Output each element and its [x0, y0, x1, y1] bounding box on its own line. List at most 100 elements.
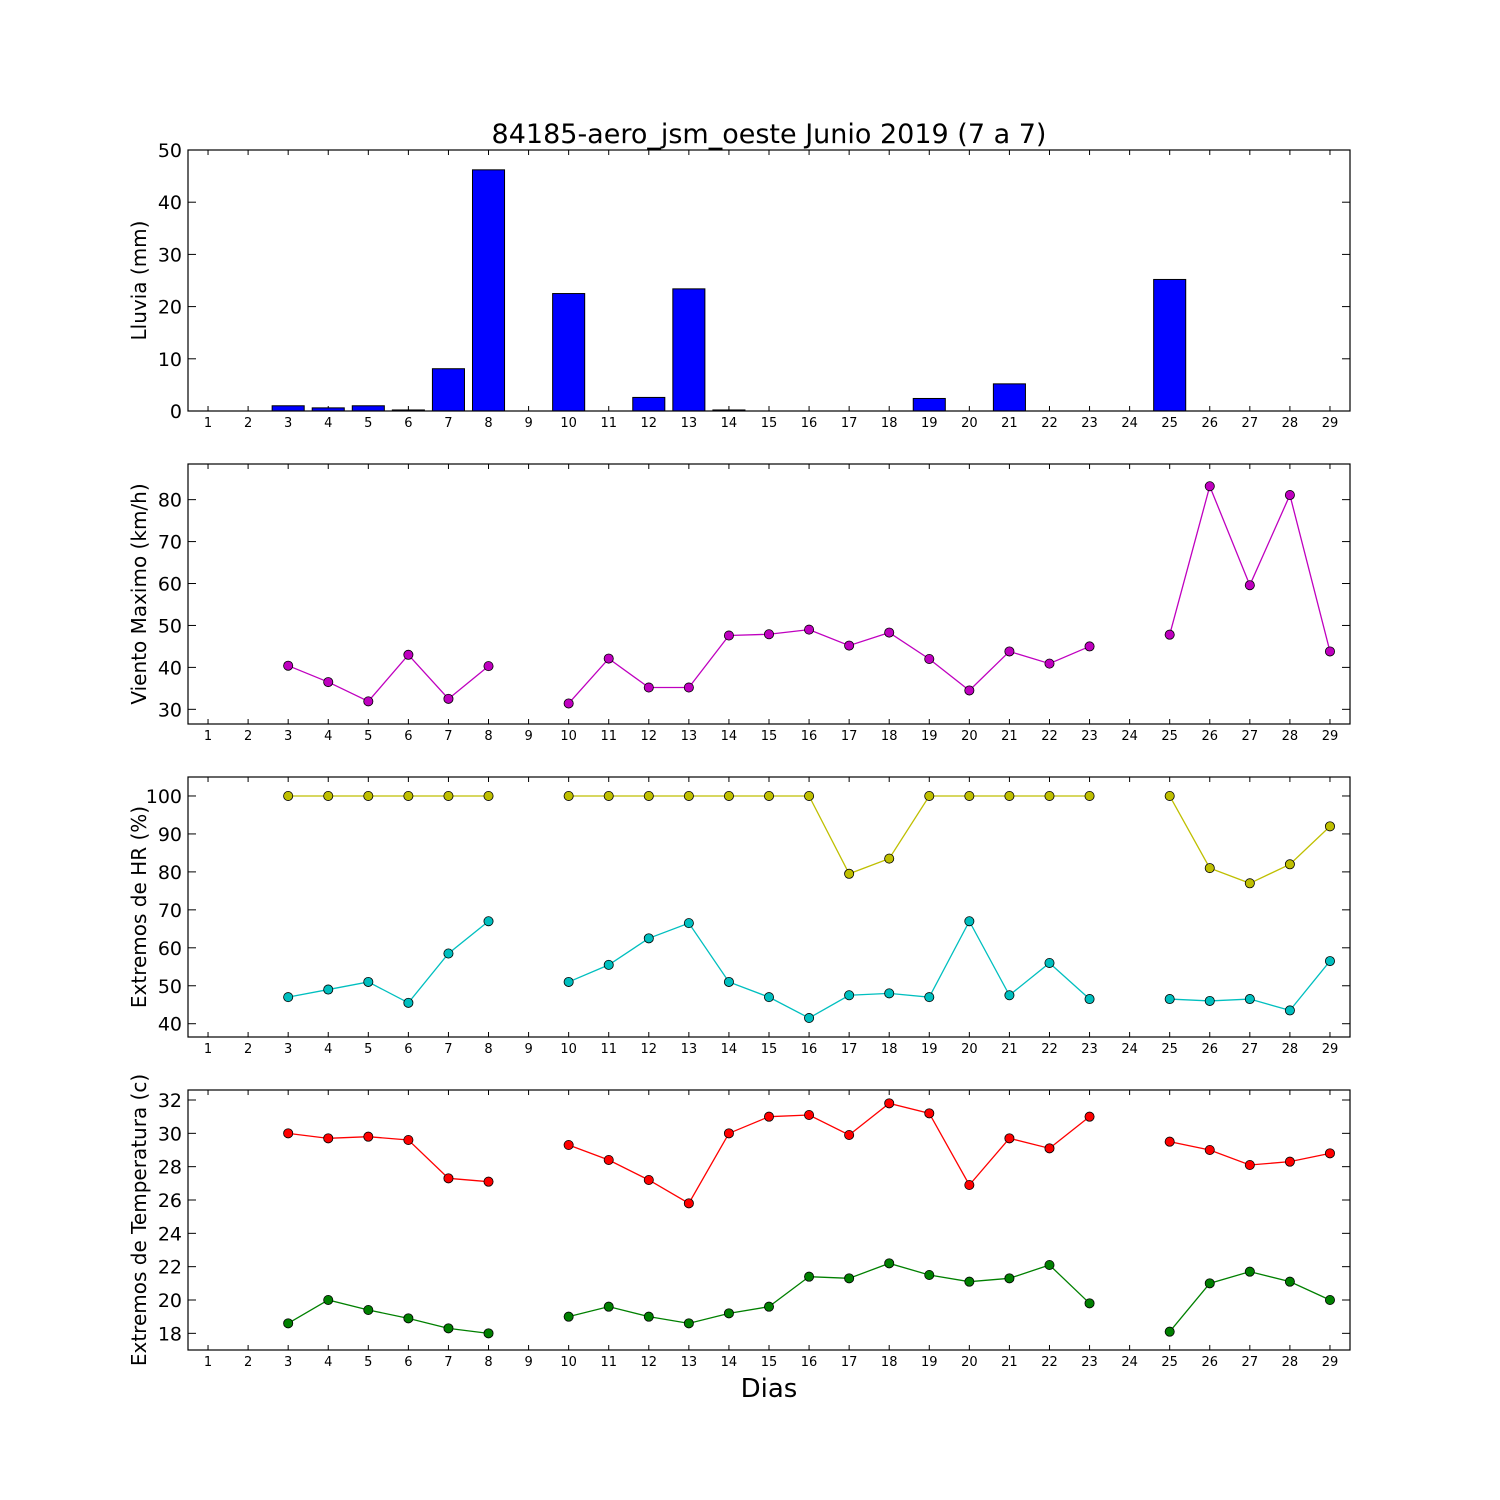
data-point [443, 693, 454, 704]
data-point [403, 1135, 414, 1146]
data-point [723, 790, 734, 801]
x-tick-label: 15 [761, 1042, 778, 1057]
x-tick-label: 27 [1242, 729, 1259, 744]
data-point [403, 790, 414, 801]
y-tick-label: 22 [158, 1257, 182, 1279]
x-tick-label: 18 [881, 416, 898, 431]
series-line [568, 919, 1090, 1019]
data-point [443, 790, 454, 801]
x-tick-label: 18 [881, 1355, 898, 1370]
x-tick-label: 26 [1201, 416, 1218, 431]
data-point [283, 790, 294, 801]
data-point [1244, 994, 1255, 1005]
y-tick-label: 50 [158, 976, 182, 998]
data-point [1324, 1295, 1335, 1306]
x-tick-label: 28 [1282, 1355, 1299, 1370]
x-tick-label: 16 [801, 1355, 818, 1370]
x-tick-label: 23 [1081, 1355, 1098, 1370]
x-tick-label: 17 [841, 416, 858, 431]
data-point [643, 1175, 654, 1186]
data-point [723, 976, 734, 987]
data-point [723, 630, 734, 641]
y-tick-label: 18 [158, 1323, 182, 1345]
x-tick-label: 7 [444, 1355, 452, 1370]
data-point [643, 933, 654, 944]
x-tick-label: 29 [1322, 1355, 1339, 1370]
x-tick-label: 5 [364, 416, 372, 431]
series-line [568, 628, 1090, 704]
data-point [964, 685, 975, 696]
series-line [287, 1299, 489, 1334]
x-tick-label: 14 [721, 1355, 738, 1370]
x-tick-label: 17 [841, 1042, 858, 1057]
bar [632, 396, 666, 412]
y-tick-label: 40 [158, 1014, 182, 1036]
data-point [1284, 1276, 1295, 1287]
bar [471, 169, 506, 412]
x-tick-label: 29 [1322, 1042, 1339, 1057]
data-point [563, 1140, 574, 1151]
data-point [844, 868, 855, 879]
x-tick-label: 4 [324, 1355, 332, 1370]
data-point [1204, 1278, 1215, 1289]
plot-frame [187, 1089, 1351, 1351]
y-tick-label: 30 [158, 699, 182, 721]
x-tick-label: 17 [841, 1355, 858, 1370]
x-tick-label: 21 [1001, 729, 1018, 744]
x-tick-label: 1 [204, 416, 212, 431]
data-point [483, 790, 494, 801]
data-point [483, 1176, 494, 1187]
series-line [1169, 1270, 1331, 1333]
x-tick-label: 28 [1282, 729, 1299, 744]
data-point [563, 698, 574, 709]
data-point [1164, 629, 1175, 640]
x-tick-label: 3 [284, 1042, 292, 1057]
data-point [723, 1308, 734, 1319]
x-tick-label: 1 [204, 729, 212, 744]
x-tick-label: 22 [1041, 1355, 1058, 1370]
data-point [603, 1155, 614, 1166]
x-tick-label: 16 [801, 416, 818, 431]
data-point [964, 1180, 975, 1191]
x-tick-label: 3 [284, 1355, 292, 1370]
data-point [884, 1098, 895, 1109]
y-axis-label: Viento Maximo (km/h) [127, 483, 151, 704]
data-point [1004, 1133, 1015, 1144]
x-tick-label: 25 [1161, 1042, 1178, 1057]
data-point [323, 984, 334, 995]
data-point [403, 649, 414, 660]
x-tick-label: 18 [881, 729, 898, 744]
x-tick-label: 13 [681, 1042, 698, 1057]
data-point [683, 790, 694, 801]
y-tick-label: 30 [158, 244, 182, 266]
data-point [723, 1128, 734, 1139]
y-axis-label: Lluvia (mm) [127, 221, 151, 341]
x-tick-label: 10 [560, 729, 577, 744]
y-tick-label: 80 [158, 862, 182, 884]
data-point [443, 948, 454, 959]
x-tick-label: 11 [600, 1355, 617, 1370]
x-tick-label: 6 [404, 1042, 412, 1057]
x-tick-label: 6 [404, 729, 412, 744]
x-tick-label: 13 [681, 729, 698, 744]
x-tick-label: 16 [801, 1042, 818, 1057]
x-tick-label: 25 [1161, 729, 1178, 744]
y-tick-label: 50 [158, 615, 182, 637]
data-point [884, 853, 895, 864]
data-point [283, 660, 294, 671]
data-point [804, 624, 815, 635]
x-tick-label: 17 [841, 729, 858, 744]
x-tick-label: 9 [524, 1355, 532, 1370]
y-tick-label: 20 [158, 297, 182, 319]
x-tick-label: 12 [641, 1355, 658, 1370]
x-tick-label: 19 [921, 1355, 938, 1370]
data-point [1084, 1298, 1095, 1309]
data-point [1244, 1266, 1255, 1277]
data-point [804, 1013, 815, 1024]
data-point [1324, 646, 1335, 657]
data-point [603, 959, 614, 970]
data-point [1204, 1145, 1215, 1156]
y-tick-label: 0 [170, 401, 182, 423]
data-point [1204, 995, 1215, 1006]
data-point [283, 992, 294, 1003]
